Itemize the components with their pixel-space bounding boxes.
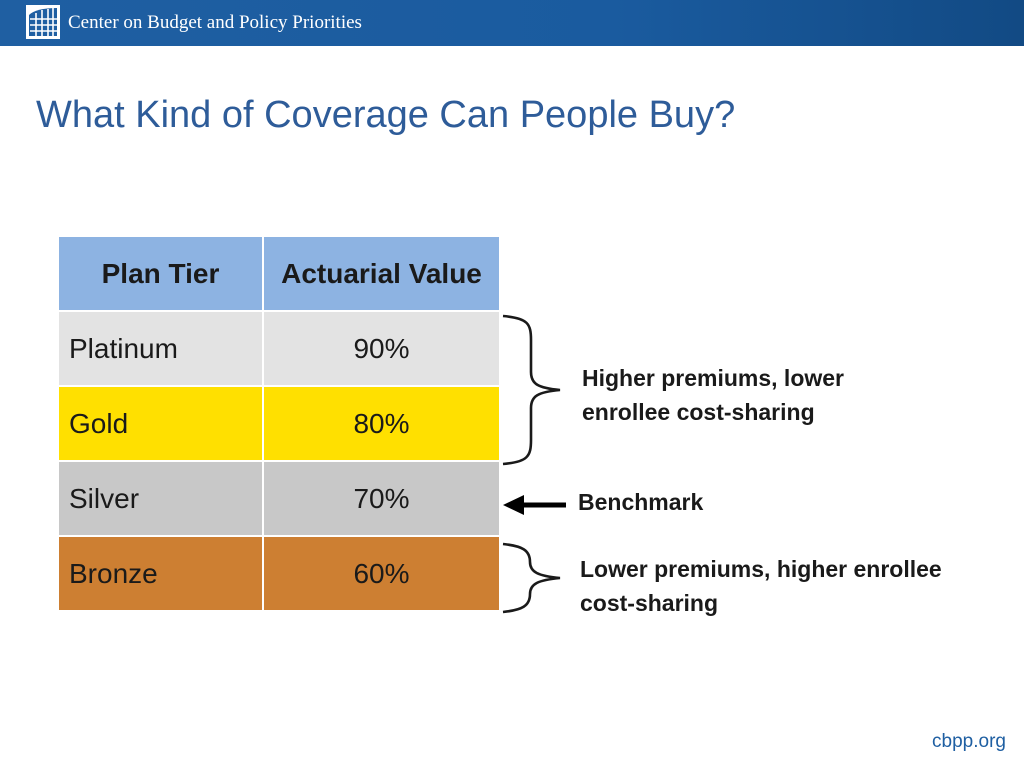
cbpp-logo-icon [26, 5, 60, 39]
table-row-bronze: Bronze 60% [57, 535, 501, 612]
actuarial-value: 70% [262, 460, 501, 537]
benchmark-note: Benchmark [578, 489, 704, 515]
column-header-actuarial-value: Actuarial Value [262, 235, 501, 312]
tier-name: Bronze [57, 535, 264, 612]
table-row-silver: Silver 70% [57, 460, 501, 537]
slide-title: What Kind of Coverage Can People Buy? [36, 94, 736, 136]
org-name: Center on Budget and Policy Priorities [68, 12, 362, 33]
upper-brace-icon [502, 314, 561, 466]
table-header-row: Plan Tier Actuarial Value [57, 235, 501, 312]
column-header-plan-tier: Plan Tier [57, 235, 264, 312]
lower-brace-icon [502, 542, 561, 614]
lower-premiums-note: Lower premiums, higher enrollee cost-sha… [580, 556, 942, 616]
arrowhead-icon [503, 495, 524, 515]
actuarial-value: 80% [262, 385, 501, 462]
tier-name: Gold [57, 385, 264, 462]
tier-name: Silver [57, 460, 264, 537]
footer-url: cbpp.org [932, 731, 1006, 752]
plan-tier-table: Plan Tier Actuarial Value Platinum 90% G… [57, 235, 501, 612]
header-banner: Center on Budget and Policy Priorities [0, 0, 1024, 46]
tier-name: Platinum [57, 310, 264, 387]
table-row-platinum: Platinum 90% [57, 310, 501, 387]
actuarial-value: 90% [262, 310, 501, 387]
table-row-gold: Gold 80% [57, 385, 501, 462]
actuarial-value: 60% [262, 535, 501, 612]
higher-premiums-note: Higher premiums, lower enrollee cost-sha… [582, 365, 845, 425]
